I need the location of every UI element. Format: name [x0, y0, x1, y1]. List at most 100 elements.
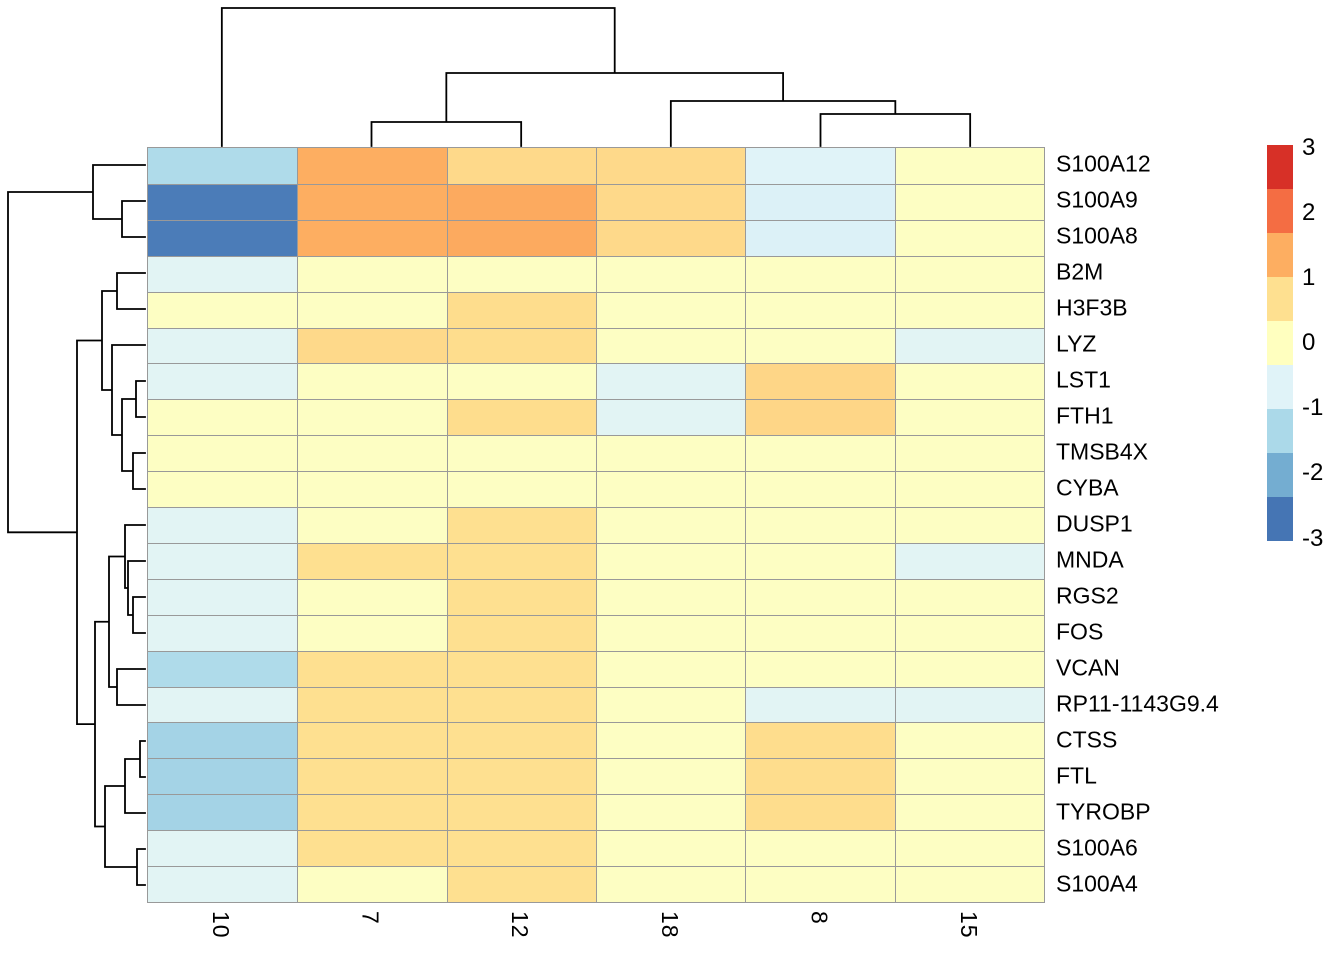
heatmap-cell [894, 183, 1044, 220]
heatmap-cell [297, 183, 447, 220]
row-label: FTL [1056, 762, 1097, 789]
heatmap-cell [745, 722, 895, 759]
heatmap-cell [894, 578, 1044, 615]
row-label: B2M [1056, 258, 1104, 285]
heatmap-cell [745, 794, 895, 831]
heatmap-cell [745, 291, 895, 328]
heatmap-cell [595, 435, 746, 472]
heatmap-cell [446, 758, 596, 795]
heatmap-cell [148, 758, 298, 795]
heatmap-cell [894, 399, 1044, 436]
row-label: S100A6 [1056, 834, 1138, 861]
heatmap-cell [595, 219, 746, 256]
heatmap-cell [894, 794, 1044, 831]
heatmap-cell [745, 363, 895, 400]
column-label: 10 [207, 911, 234, 939]
heatmap-cell [148, 148, 298, 184]
heatmap-cell [894, 363, 1044, 400]
heatmap-cell [595, 148, 746, 184]
heatmap-cell [297, 794, 447, 831]
heatmap-cell [595, 686, 746, 723]
heatmap-cell [446, 255, 596, 292]
heatmap-cell [894, 291, 1044, 328]
heatmap-cell [894, 866, 1044, 902]
column-label: 15 [956, 911, 983, 939]
heatmap-cell [297, 399, 447, 436]
heatmap-cell [446, 435, 596, 472]
heatmap-cell [446, 183, 596, 220]
heatmap-cell [894, 327, 1044, 364]
legend-tick-label: 2 [1302, 198, 1316, 226]
column-label: 12 [507, 911, 534, 939]
legend-color-segment [1267, 277, 1293, 321]
heatmap-cell [894, 435, 1044, 472]
heatmap-cell [894, 542, 1044, 579]
heatmap-cell [446, 219, 596, 256]
heatmap-cell [297, 363, 447, 400]
heatmap-cell [297, 686, 447, 723]
heatmap-cell [297, 830, 447, 867]
heatmap-cell [894, 219, 1044, 256]
row-label: S100A8 [1056, 222, 1138, 249]
heatmap-cell [745, 399, 895, 436]
heatmap-cell [297, 255, 447, 292]
heatmap-cell [297, 148, 447, 184]
legend-color-segment [1267, 453, 1293, 497]
row-label: CYBA [1056, 474, 1119, 501]
heatmap-cell [446, 148, 596, 184]
heatmap-cell [148, 291, 298, 328]
heatmap-cell [148, 614, 298, 651]
heatmap-cell [894, 614, 1044, 651]
heatmap-cell [894, 148, 1044, 184]
row-label: FTH1 [1056, 402, 1114, 429]
legend-tick-label: -2 [1302, 459, 1324, 487]
heatmap-cell [297, 650, 447, 687]
heatmap-cell [297, 471, 447, 508]
heatmap-cell [446, 614, 596, 651]
heatmap-cell [446, 363, 596, 400]
row-label: S100A12 [1056, 150, 1151, 177]
legend-color-segment [1267, 145, 1293, 189]
heatmap-cell [297, 578, 447, 615]
heatmap-cell [148, 435, 298, 472]
heatmap-cell [148, 183, 298, 220]
heatmap-cell [446, 507, 596, 543]
heatmap-cell [297, 758, 447, 795]
heatmap-cell [148, 794, 298, 831]
column-label: 18 [656, 911, 683, 939]
heatmap-cell [148, 471, 298, 508]
heatmap-cell [446, 399, 596, 436]
heatmap-cell [745, 578, 895, 615]
heatmap-cell [446, 471, 596, 508]
heatmap-cell [297, 866, 447, 902]
legend-color-segment [1267, 497, 1293, 541]
heatmap-cell [894, 758, 1044, 795]
heatmap-cell [148, 686, 298, 723]
heatmap-cell [595, 183, 746, 220]
heatmap-cell [148, 542, 298, 579]
heatmap-cell [446, 794, 596, 831]
heatmap-cell [446, 327, 596, 364]
heatmap-cell [446, 542, 596, 579]
heatmap-cell [446, 578, 596, 615]
heatmap-cell [595, 255, 746, 292]
heatmap-cell [595, 650, 746, 687]
heatmap-cell [894, 507, 1044, 543]
heatmap-cell [297, 614, 447, 651]
heatmap-cell [745, 650, 895, 687]
heatmap-cell [745, 542, 895, 579]
heatmap-cell [595, 542, 746, 579]
heatmap-cell [595, 291, 746, 328]
heatmap-cell [148, 255, 298, 292]
heatmap-cell [446, 866, 596, 902]
heatmap-cell [745, 219, 895, 256]
heatmap-cell [148, 507, 298, 543]
heatmap-cell [148, 866, 298, 902]
heatmap-cell [745, 830, 895, 867]
legend-tick-label: -1 [1302, 394, 1324, 422]
row-label: S100A4 [1056, 870, 1138, 897]
heatmap-cell [148, 363, 298, 400]
column-label: 8 [806, 911, 833, 925]
heatmap-cell [148, 722, 298, 759]
heatmap-cell [297, 219, 447, 256]
